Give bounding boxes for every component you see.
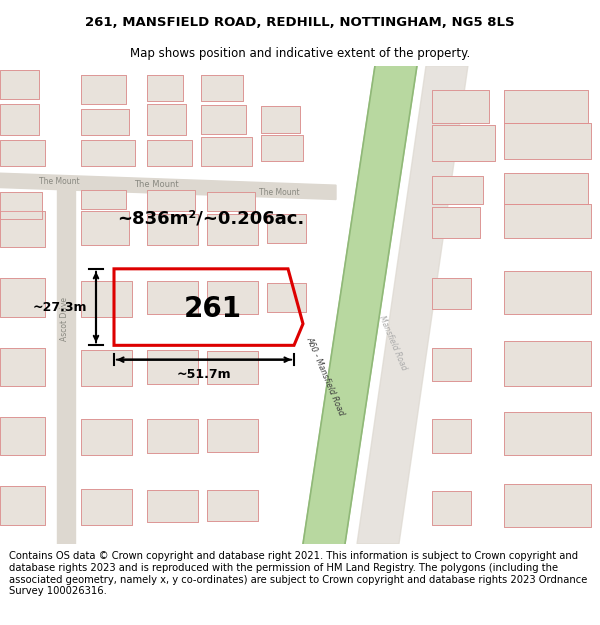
Polygon shape <box>432 126 495 161</box>
Polygon shape <box>147 281 198 314</box>
Polygon shape <box>201 75 243 101</box>
Polygon shape <box>267 214 306 243</box>
Polygon shape <box>147 140 192 166</box>
Text: The Mount: The Mount <box>134 180 178 189</box>
Text: Mansfield Road: Mansfield Road <box>377 314 409 372</box>
Polygon shape <box>0 173 336 199</box>
Polygon shape <box>201 138 252 166</box>
Text: 261, MANSFIELD ROAD, REDHILL, NOTTINGHAM, NG5 8LS: 261, MANSFIELD ROAD, REDHILL, NOTTINGHAM… <box>85 16 515 29</box>
Text: 261: 261 <box>184 296 242 324</box>
Polygon shape <box>261 135 303 161</box>
Polygon shape <box>357 66 468 544</box>
Polygon shape <box>432 89 489 123</box>
Polygon shape <box>207 419 258 452</box>
Text: A60 - Mansfield Road: A60 - Mansfield Road <box>305 336 347 418</box>
Polygon shape <box>432 207 480 238</box>
Polygon shape <box>81 140 135 166</box>
Polygon shape <box>0 211 45 248</box>
Text: Contains OS data © Crown copyright and database right 2021. This information is : Contains OS data © Crown copyright and d… <box>9 551 587 596</box>
Text: ~51.7m: ~51.7m <box>176 368 232 381</box>
Polygon shape <box>267 283 306 312</box>
Polygon shape <box>504 484 591 527</box>
Polygon shape <box>81 281 132 317</box>
Polygon shape <box>0 71 39 99</box>
Polygon shape <box>0 104 39 135</box>
Polygon shape <box>147 419 198 453</box>
Polygon shape <box>81 211 129 245</box>
Polygon shape <box>0 278 45 317</box>
Polygon shape <box>504 341 591 386</box>
Polygon shape <box>303 66 417 544</box>
Polygon shape <box>432 419 471 453</box>
Polygon shape <box>201 105 246 134</box>
Text: The Mount: The Mount <box>259 188 299 197</box>
Polygon shape <box>207 490 258 521</box>
Polygon shape <box>432 348 471 381</box>
Polygon shape <box>504 412 591 455</box>
Polygon shape <box>432 278 471 309</box>
Polygon shape <box>81 75 126 104</box>
Polygon shape <box>81 109 129 135</box>
Text: ~27.3m: ~27.3m <box>32 301 87 314</box>
Polygon shape <box>0 486 45 524</box>
Polygon shape <box>504 89 588 123</box>
Polygon shape <box>504 173 588 204</box>
Polygon shape <box>432 176 483 204</box>
Polygon shape <box>0 417 45 455</box>
Polygon shape <box>207 351 258 384</box>
Polygon shape <box>504 204 591 238</box>
Text: Map shows position and indicative extent of the property.: Map shows position and indicative extent… <box>130 47 470 60</box>
Polygon shape <box>432 491 471 524</box>
Polygon shape <box>147 490 198 522</box>
Polygon shape <box>81 190 126 209</box>
Polygon shape <box>147 104 186 135</box>
Polygon shape <box>0 348 45 386</box>
Polygon shape <box>261 106 300 132</box>
Text: ~836m²/~0.206ac.: ~836m²/~0.206ac. <box>117 209 304 227</box>
Polygon shape <box>0 192 42 219</box>
Polygon shape <box>147 350 198 384</box>
Polygon shape <box>81 350 132 386</box>
Polygon shape <box>504 271 591 314</box>
Polygon shape <box>147 214 198 245</box>
Polygon shape <box>207 281 258 314</box>
Polygon shape <box>81 419 132 455</box>
Polygon shape <box>57 188 75 544</box>
Text: The Mount: The Mount <box>39 177 80 186</box>
Polygon shape <box>147 190 195 211</box>
Polygon shape <box>81 489 132 524</box>
Polygon shape <box>504 123 591 159</box>
Polygon shape <box>147 75 183 101</box>
Polygon shape <box>207 214 258 245</box>
Polygon shape <box>207 192 255 211</box>
Text: Ascot Drive: Ascot Drive <box>60 297 70 341</box>
Polygon shape <box>0 140 45 166</box>
